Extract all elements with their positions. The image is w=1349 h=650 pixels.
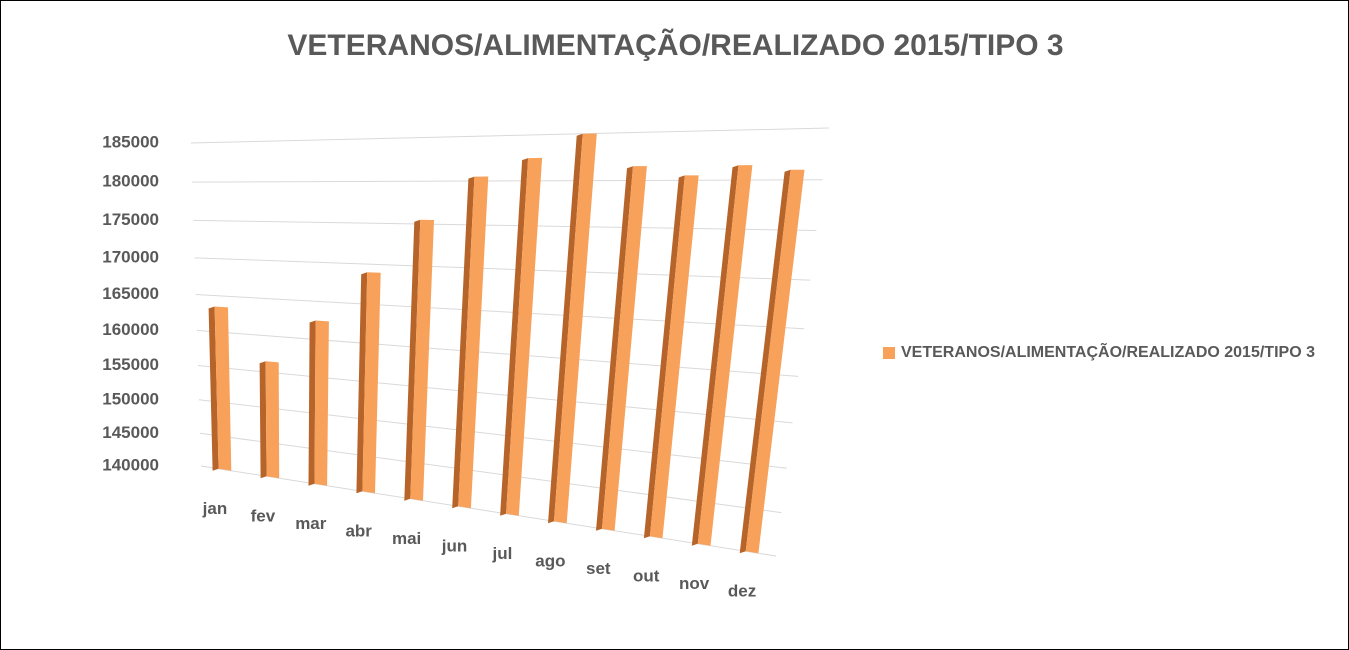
grid-line — [194, 257, 811, 281]
grid-line — [197, 365, 793, 424]
bar-side — [739, 169, 791, 554]
grid-line — [199, 432, 782, 514]
x-tick-label: set — [586, 559, 611, 578]
bar-side — [308, 320, 316, 486]
grid-line — [190, 127, 830, 144]
bar — [410, 219, 434, 501]
y-tick-label: 150000 — [102, 389, 159, 408]
x-tick-label: mar — [295, 514, 327, 533]
chart-title: VETERANOS/ALIMENTAÇÃO/REALIZADO 2015/TIP… — [287, 29, 1064, 62]
bar-side — [643, 175, 685, 539]
legend: VETERANOS/ALIMENTAÇÃO/REALIZADO 2015/TIP… — [881, 341, 1321, 365]
y-tick-label: 180000 — [102, 172, 159, 191]
grid-line — [195, 294, 805, 330]
x-tick-label: fev — [251, 507, 276, 526]
y-tick-label: 175000 — [102, 210, 159, 229]
x-tick-label: dez — [728, 582, 756, 601]
y-tick-label: 140000 — [102, 455, 159, 474]
y-tick-label: 155000 — [102, 355, 159, 374]
bar — [362, 272, 381, 494]
x-tick-label: jun — [441, 537, 468, 556]
bar-side — [404, 219, 421, 501]
x-tick-label: ago — [535, 552, 565, 571]
bar — [458, 176, 489, 509]
bar — [214, 306, 232, 471]
bar-side — [596, 166, 633, 531]
bar-side — [500, 158, 529, 516]
y-tick-label: 185000 — [102, 132, 159, 151]
bar-side — [356, 272, 368, 494]
y-tick-label: 165000 — [102, 284, 159, 303]
grid-line — [198, 399, 787, 469]
x-tick-label: mai — [392, 529, 421, 548]
bar-side — [208, 306, 219, 471]
legend-label: VETERANOS/ALIMENTAÇÃO/REALIZADO 2015/TIP… — [901, 344, 1315, 361]
bar-side — [691, 165, 739, 546]
bar-side — [259, 361, 267, 479]
bar — [602, 166, 647, 531]
bar — [314, 320, 329, 486]
x-tick-label: nov — [679, 574, 710, 593]
x-tick-label: jan — [202, 499, 228, 518]
bar — [697, 165, 753, 546]
grid-line — [200, 465, 777, 557]
y-tick-label: 145000 — [102, 423, 159, 442]
bar-side — [548, 133, 583, 524]
grid-line — [193, 219, 817, 232]
bar — [745, 169, 805, 554]
bar — [506, 157, 543, 516]
bar — [554, 133, 597, 524]
x-tick-label: jul — [492, 544, 513, 563]
legend-swatch — [883, 347, 895, 359]
bar-side — [452, 176, 475, 509]
bar — [649, 175, 699, 539]
grid-line — [192, 179, 823, 183]
x-tick-label: out — [633, 567, 660, 586]
bar — [265, 361, 280, 479]
x-tick-label: abr — [345, 522, 372, 541]
y-tick-label: 160000 — [102, 320, 159, 339]
y-tick-label: 170000 — [102, 247, 159, 266]
grid-line — [196, 329, 799, 377]
